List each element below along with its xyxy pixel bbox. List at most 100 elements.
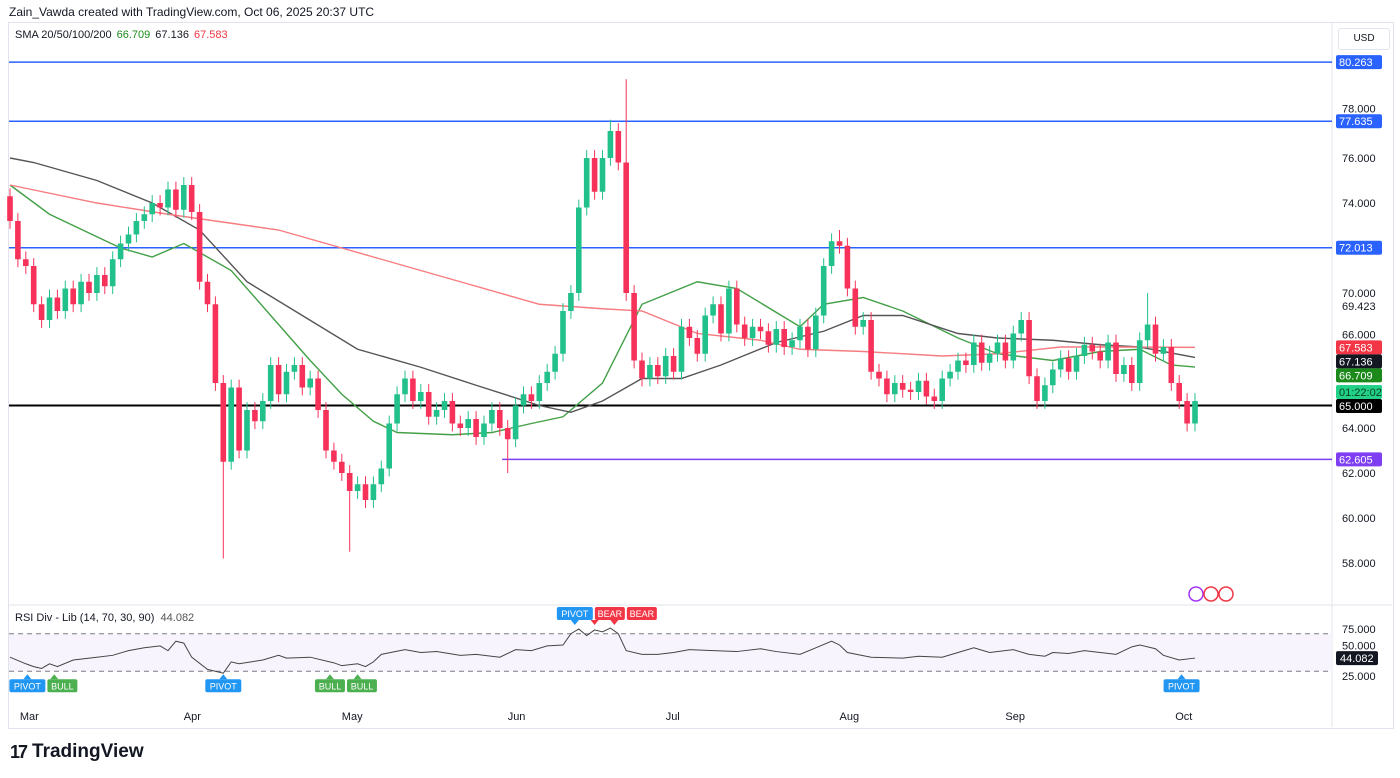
sma-legend[interactable]: SMA 20/50/100/200 66.709 67.136 67.583 — [15, 29, 233, 41]
candle — [283, 363, 290, 403]
event-flag-icon — [1203, 586, 1219, 602]
price-tag — [1336, 354, 1382, 369]
candle-body — [1176, 383, 1182, 401]
candle — [307, 370, 313, 396]
candle-body — [678, 326, 685, 372]
candle — [678, 318, 685, 380]
candle-body — [1121, 365, 1127, 374]
candle — [1097, 343, 1103, 369]
candle — [315, 370, 321, 418]
rsi-tick-label: 25.000 — [1342, 671, 1376, 683]
candle — [757, 318, 764, 340]
candle-body — [125, 234, 132, 244]
candle — [741, 316, 748, 346]
candle-body — [165, 189, 171, 208]
candle-body — [260, 401, 266, 422]
candle — [1168, 339, 1175, 391]
price-tag-text: 67.583 — [1339, 342, 1373, 354]
price-tick-label: 76.000 — [1342, 153, 1376, 165]
candle — [1184, 393, 1190, 432]
candle-body — [46, 297, 53, 320]
candle — [244, 402, 250, 459]
candle — [568, 285, 574, 319]
candle — [662, 348, 669, 385]
sma50-value: 67.136 — [155, 29, 189, 41]
time-axis-label: Sep — [1005, 711, 1025, 723]
tradingview-logo[interactable]: 17 TradingView — [10, 741, 144, 763]
level-price-tag — [1336, 114, 1382, 129]
candle — [1042, 377, 1048, 409]
rsi-tick-label: 75.000 — [1342, 624, 1376, 636]
marker-box — [626, 607, 657, 620]
time-axis-label: Apr — [184, 711, 201, 723]
candle-body — [1192, 401, 1198, 424]
candle-body — [1136, 340, 1143, 383]
candle — [1081, 336, 1088, 364]
candle — [260, 393, 266, 430]
level-price-tag-text: 77.635 — [1339, 116, 1373, 128]
candle-body — [828, 241, 835, 266]
candle-body — [797, 326, 803, 341]
candle — [765, 323, 772, 353]
candle — [46, 289, 53, 328]
candle — [1073, 348, 1080, 380]
candle — [1050, 361, 1056, 394]
candle-body — [615, 131, 622, 163]
candle — [971, 334, 977, 373]
currency-button[interactable]: USD — [1338, 28, 1390, 50]
marker-box — [556, 607, 593, 620]
candle — [599, 150, 606, 200]
candle-body — [836, 241, 843, 246]
event-flag-icon — [1188, 586, 1204, 602]
candle-body — [283, 371, 290, 395]
candle-body — [299, 365, 306, 388]
candle — [109, 251, 116, 295]
candle — [623, 79, 629, 301]
candle-body — [117, 243, 124, 260]
candle — [299, 357, 306, 396]
candle — [425, 384, 432, 425]
candle-body — [149, 203, 155, 215]
candle-body — [386, 423, 392, 469]
candle-body — [54, 297, 61, 311]
level-price-tag — [1336, 399, 1382, 413]
candle-body — [339, 461, 345, 473]
candle — [7, 188, 13, 229]
marker-box — [205, 679, 242, 693]
candle-body — [576, 207, 582, 293]
candle-body — [781, 329, 787, 347]
candle — [591, 150, 598, 200]
rsi-marker-pivot: PIVOT — [9, 674, 46, 693]
candle — [1136, 332, 1143, 391]
candle-body — [307, 378, 313, 388]
rsi-legend[interactable]: RSI Div - Lib (14, 70, 30, 90) 44.082 — [15, 612, 194, 624]
candle — [1192, 393, 1198, 432]
marker-box — [346, 679, 377, 693]
candle-body — [544, 371, 550, 383]
candle-body — [813, 315, 819, 350]
sma-legend-name: SMA 20/50/100/200 — [15, 29, 112, 41]
candle — [54, 289, 61, 319]
price-tick-label: 66.000 — [1342, 330, 1376, 342]
candle-body — [1065, 358, 1072, 372]
price-tick-label: 62.000 — [1342, 468, 1376, 480]
candle-body — [331, 450, 337, 462]
candle-body — [1010, 333, 1017, 361]
candle — [947, 363, 953, 387]
candle-body — [741, 324, 748, 338]
tradingview-logo-mark: 17 — [10, 741, 28, 762]
candle-body — [670, 356, 677, 372]
candle-body — [102, 275, 108, 287]
candle-body — [655, 365, 661, 377]
candle — [1018, 312, 1024, 342]
candle — [734, 280, 740, 333]
time-axis-label: Mar — [20, 711, 39, 723]
event-flag-icon — [1218, 586, 1234, 602]
candle-body — [220, 383, 227, 462]
candle-body — [1144, 324, 1151, 341]
rsi-marker-pivot: PIVOT — [556, 607, 593, 625]
candle — [1152, 316, 1159, 362]
rsi-marker-bull: BULL — [47, 674, 78, 693]
candle-body — [267, 365, 274, 401]
